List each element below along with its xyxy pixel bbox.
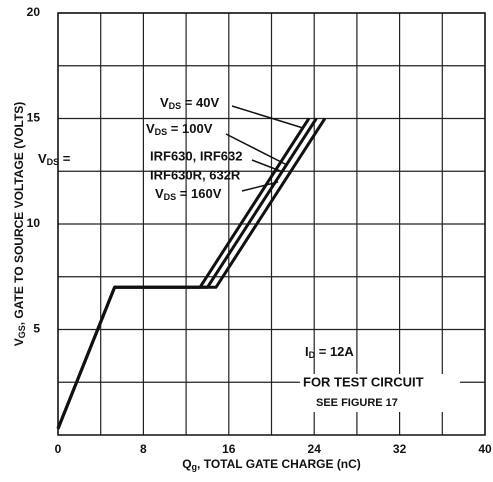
annotation: IRF630R, 632R: [150, 167, 241, 182]
annotation: VDS =: [38, 151, 71, 167]
y-axis-label-part: V: [12, 338, 26, 346]
annotation: VDS = 40V: [160, 95, 219, 111]
annotation: SEE FIGURE 17: [316, 397, 398, 409]
annotation: ID = 12A: [305, 344, 354, 360]
x-tick-label: 40: [478, 442, 492, 456]
arrow: [231, 105, 304, 129]
x-axis-label: Qg, TOTAL GATE CHARGE (nC): [182, 457, 361, 472]
plot: 0 8 16 24 32 40 5 10 15 20 Qg, TOTAL GATE CHARGE (…: [12, 5, 492, 472]
y-axis-label: VGS, GATE TO SOURCE VOLTAGE (VOLTS): [12, 102, 27, 347]
x-axis-label-part: , TOTAL GATE CHARGE (nC): [197, 457, 361, 471]
x-tick-label: 0: [55, 442, 62, 456]
series-line: [56, 117, 327, 430]
y-tick-label: 5: [33, 322, 40, 336]
arrow: [251, 159, 284, 173]
x-tick-label: 24: [308, 442, 322, 456]
x-tick-label: 32: [393, 442, 407, 456]
y-axis-label-part: , GATE TO SOURCE VOLTAGE (VOLTS): [12, 102, 26, 326]
annotation: IRF630, IRF632: [150, 148, 243, 163]
x-axis-label-part: Q: [182, 457, 191, 471]
y-tick-label: 15: [27, 111, 41, 125]
x-axis-label-part: g: [192, 462, 198, 472]
arrow: [241, 181, 279, 192]
label-background: [300, 374, 460, 412]
annotation: VDS = 160V: [155, 186, 222, 202]
y-tick-label: 20: [27, 5, 41, 19]
y-tick-label: 10: [27, 216, 41, 230]
annotation: VDS = 100V: [146, 121, 213, 137]
annotations: VDS = 40V VDS = 100V VDS = IRF630, IRF63…: [38, 95, 460, 412]
y-axis-label-part: GS: [17, 325, 27, 338]
plot-frame: [57, 12, 486, 436]
arrow: [225, 133, 288, 166]
x-tick-label: 16: [222, 442, 236, 456]
x-tick-label: 8: [140, 442, 147, 456]
annotation: FOR TEST CIRCUIT: [303, 374, 424, 389]
